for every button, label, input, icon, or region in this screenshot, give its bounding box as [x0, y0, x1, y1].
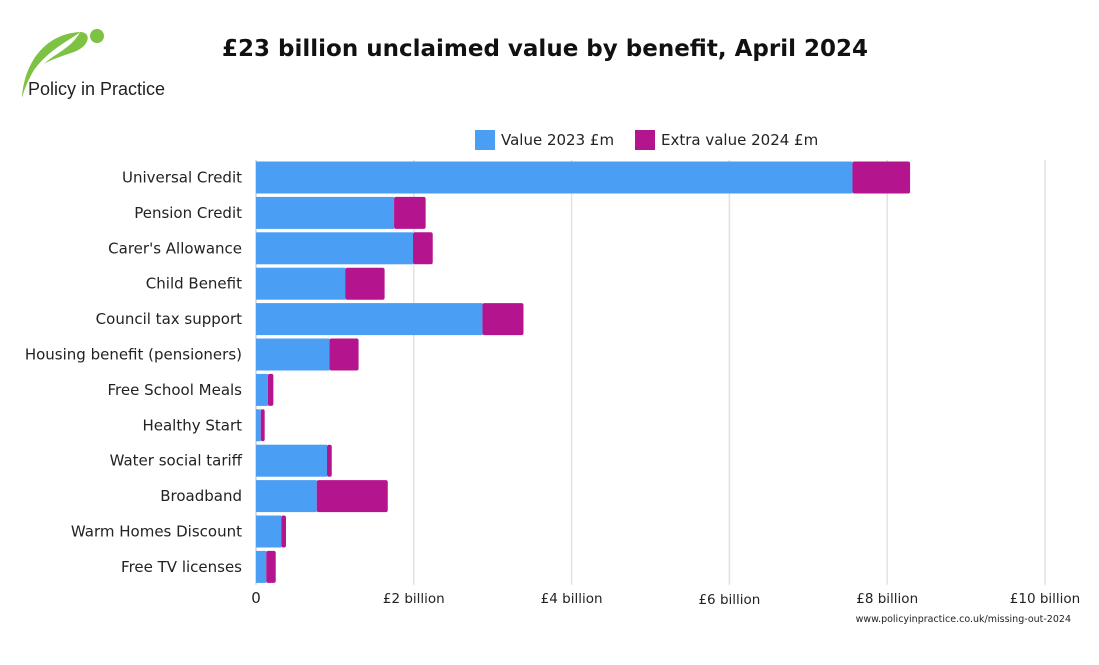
legend-item-2023: Value 2023 £m — [475, 130, 614, 150]
category-label: Carer's Allowance — [108, 239, 242, 257]
legend-label-2024: Extra value 2024 £m — [661, 131, 819, 149]
category-label: Healthy Start — [142, 416, 242, 434]
category-label: Universal Credit — [122, 169, 242, 187]
bar-2024-extra — [267, 373, 274, 406]
bar-2023 — [256, 515, 282, 548]
category-label: Child Benefit — [146, 275, 242, 293]
x-tick-label: £8 billion — [856, 591, 918, 607]
bar-2023 — [256, 409, 261, 442]
logo-text: Policy in Practice — [28, 79, 166, 99]
x-tick-label: £6 billion — [698, 592, 760, 608]
bar-2024-extra — [329, 338, 359, 371]
category-label: Warm Homes Discount — [71, 523, 242, 541]
x-tick-label: £4 billion — [541, 591, 603, 607]
bar-2024-extra — [413, 232, 433, 265]
bar-2024-extra — [281, 515, 286, 548]
category-label: Housing benefit (pensioners) — [25, 346, 242, 364]
bar-2023 — [256, 550, 267, 583]
category-label: Pension Credit — [134, 204, 242, 222]
x-tick-label: £2 billion — [383, 591, 445, 607]
bar-2023 — [256, 196, 395, 229]
bar-2023 — [256, 232, 414, 265]
bar-2023 — [256, 373, 268, 406]
bar-2024-extra — [266, 550, 276, 583]
bar-2024-extra — [852, 161, 911, 194]
bar-2023 — [256, 161, 853, 194]
bar-2023 — [256, 267, 346, 300]
bar-2023 — [256, 480, 317, 513]
category-label: Free School Meals — [107, 381, 242, 399]
x-tick-label: £10 billion — [1010, 591, 1080, 607]
category-label: Broadband — [160, 487, 242, 505]
bar-2024-extra — [327, 444, 332, 477]
x-tick-label: 0 — [251, 589, 261, 607]
category-label: Free TV licenses — [121, 558, 242, 576]
bar-2024-extra — [260, 409, 265, 442]
bar-2024-extra — [316, 480, 388, 513]
bar-2024-extra — [394, 196, 426, 229]
source-url: www.policyinpractice.co.uk/missing-out-2… — [855, 614, 1071, 625]
legend-swatch-2023 — [475, 130, 495, 150]
bar-2024-extra — [345, 267, 385, 300]
category-label: Council tax support — [96, 310, 242, 328]
policy-in-practice-logo — [22, 29, 104, 98]
legend-swatch-2024 — [635, 130, 655, 150]
category-label: Water social tariff — [110, 452, 243, 470]
bar-2023 — [256, 444, 328, 477]
bar-2024-extra — [482, 303, 524, 336]
legend-item-2024: Extra value 2024 £m — [635, 130, 818, 150]
bar-2023 — [256, 338, 330, 371]
legend-label-2023: Value 2023 £m — [501, 131, 615, 149]
bar-2023 — [256, 303, 483, 336]
chart-title: £23 billion unclaimed value by benefit, … — [222, 36, 868, 62]
